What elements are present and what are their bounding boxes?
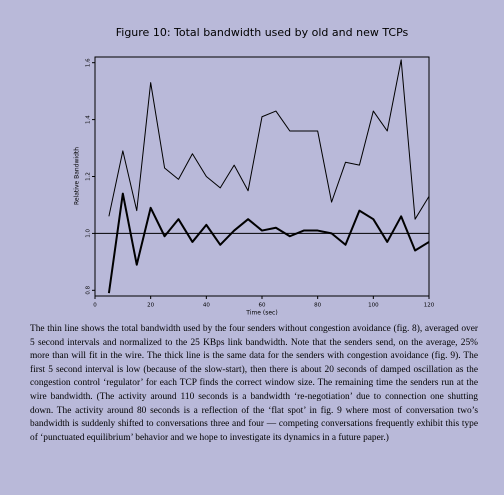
x-tick-label: 0	[93, 303, 97, 309]
y-tick-label: 0.8	[86, 285, 92, 294]
series-line	[107, 192, 430, 294]
y-tick-label: 1.0	[86, 229, 92, 238]
x-tick-label: 20	[147, 303, 154, 309]
x-tick-label: 100	[368, 303, 379, 309]
x-tick-label: 120	[424, 303, 435, 309]
caption: The thin line shows the total bandwidth …	[30, 324, 478, 443]
y-tick-label: 1.6	[86, 58, 92, 67]
y-tick-label: 1.2	[86, 172, 92, 181]
series-line	[108, 59, 430, 220]
y-axis-label: Relative Bandwidth	[74, 147, 81, 205]
y-tick-label: 1.4	[86, 115, 92, 124]
x-axis-label: Time (sec)	[245, 310, 277, 317]
chart: Figure 10: Total bandwidth used by old a…	[74, 26, 435, 317]
x-tick-label: 80	[314, 303, 321, 309]
plot-frame	[94, 56, 430, 297]
x-tick-label: 40	[203, 303, 210, 309]
chart-title: Figure 10: Total bandwidth used by old a…	[116, 26, 409, 39]
x-tick-label: 60	[259, 303, 266, 309]
